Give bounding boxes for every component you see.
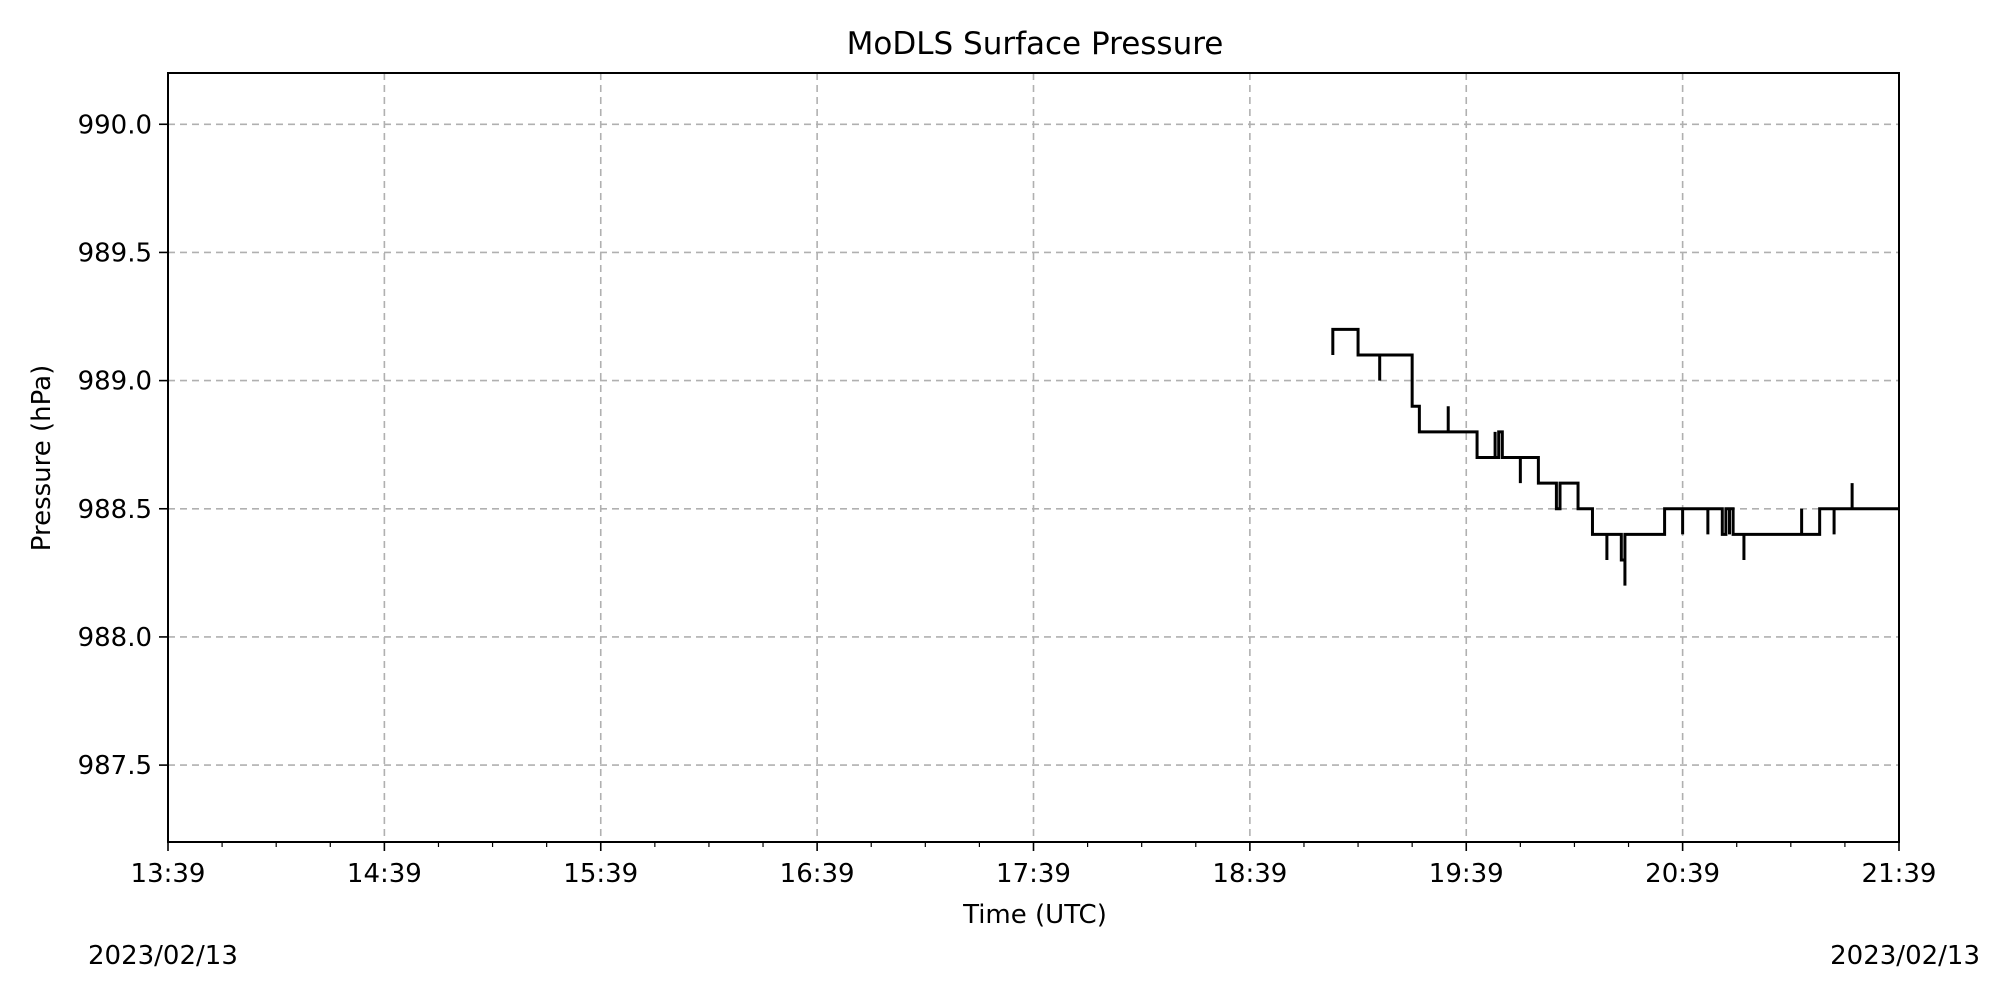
x-tick-label: 18:39 bbox=[1212, 859, 1287, 889]
pressure-series-line bbox=[1331, 327, 1899, 586]
y-tick-label: 988.0 bbox=[78, 623, 152, 653]
date-label-left: 2023/02/13 bbox=[88, 941, 238, 971]
y-tick-label: 989.5 bbox=[78, 238, 152, 268]
y-tick-label: 990.0 bbox=[78, 110, 152, 140]
y-axis-label: Pressure (hPa) bbox=[27, 365, 57, 552]
ticks: 13:39 14:39 15:39 16:39 17:39 18:39 19:39 20:39… bbox=[78, 73, 1937, 889]
chart-title: MoDLS Surface Pressure bbox=[847, 26, 1224, 62]
y-tick-label: 988.5 bbox=[78, 495, 152, 525]
y-tick-label: 987.5 bbox=[78, 751, 152, 781]
x-axis-label: Time (UTC) bbox=[962, 900, 1107, 930]
date-label-right: 2023/02/13 bbox=[1830, 941, 1980, 971]
x-tick-label: 21:39 bbox=[1862, 859, 1937, 889]
y-tick-label: 989.0 bbox=[78, 367, 152, 397]
x-tick-label: 14:39 bbox=[347, 859, 422, 889]
x-tick-label: 20:39 bbox=[1645, 859, 1720, 889]
grid bbox=[167, 73, 1900, 842]
x-tick-label: 16:39 bbox=[780, 859, 855, 889]
x-tick-label: 17:39 bbox=[996, 859, 1071, 889]
series-layer bbox=[1331, 327, 1899, 586]
x-tick-label: 15:39 bbox=[563, 859, 638, 889]
x-tick-label: 19:39 bbox=[1429, 859, 1504, 889]
x-tick-label: 13:39 bbox=[131, 859, 206, 889]
